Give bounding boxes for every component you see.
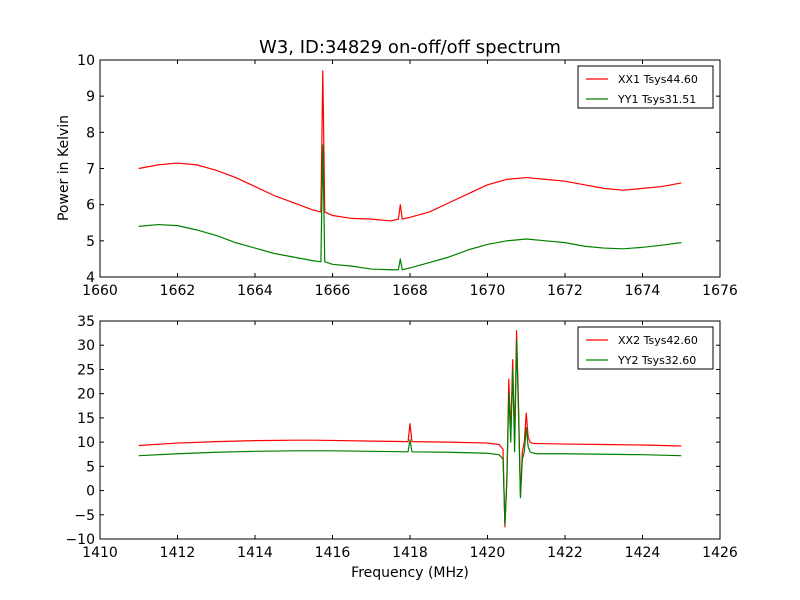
y-axis-label: Power in Kelvin bbox=[56, 115, 72, 221]
legend-label: XX2 Tsys42.60 bbox=[618, 334, 698, 347]
y-tick-label: 10 bbox=[77, 53, 95, 69]
chart-title: W3, ID:34829 on-off/off spectrum bbox=[259, 37, 561, 58]
x-tick-label: 1668 bbox=[392, 283, 428, 299]
y-tick-label: 35 bbox=[77, 314, 95, 330]
legend-label: XX1 Tsys44.60 bbox=[618, 73, 698, 86]
y-tick-label: −5 bbox=[74, 508, 95, 524]
y-tick-label: 8 bbox=[86, 125, 95, 141]
x-tick-label: 1664 bbox=[237, 283, 273, 299]
y-tick-label: 4 bbox=[86, 270, 95, 286]
y-tick-label: 20 bbox=[77, 387, 95, 403]
legend: XX2 Tsys42.60 YY2 Tsys32.60 bbox=[577, 326, 714, 370]
series-line-yy1 bbox=[138, 144, 682, 271]
x-axis-label: Frequency (MHz) bbox=[351, 565, 469, 581]
legend-box bbox=[577, 326, 714, 370]
x-tick-label: 1424 bbox=[625, 545, 661, 561]
x-tick-label: 1412 bbox=[160, 545, 196, 561]
y-tick-label: 5 bbox=[86, 459, 95, 475]
y-tick-label: 15 bbox=[77, 411, 95, 427]
x-tick-label: 1676 bbox=[702, 283, 738, 299]
series-line-yy2 bbox=[138, 339, 682, 526]
x-tick-label: 1670 bbox=[470, 283, 506, 299]
x-tick-label: 1420 bbox=[470, 545, 506, 561]
x-tick-label: 1674 bbox=[625, 283, 661, 299]
bottom-panel: 1410 1412 1414 1416 1418 1420 1422 1424 1426 −10 −… bbox=[65, 314, 737, 561]
x-tick-label: 1660 bbox=[82, 283, 118, 299]
x-tick-label: 1422 bbox=[547, 545, 583, 561]
y-tick-label: 25 bbox=[77, 362, 95, 378]
y-tick-label: 10 bbox=[77, 435, 95, 451]
x-tick-label: 1662 bbox=[160, 283, 196, 299]
top-panel: 1660 1662 1664 1666 1668 1670 1672 1674 1676 4 5 6 7… bbox=[77, 53, 738, 299]
x-tick-label: 1666 bbox=[315, 283, 351, 299]
legend: XX1 Tsys44.60 YY1 Tsys31.51 bbox=[577, 65, 714, 109]
y-tick-label: 0 bbox=[86, 484, 95, 500]
y-tick-label: 30 bbox=[77, 338, 95, 354]
y-tick-label: 5 bbox=[86, 234, 95, 250]
legend-box bbox=[577, 65, 714, 109]
y-tick-label: 6 bbox=[86, 198, 95, 214]
series-line-xx1 bbox=[138, 70, 682, 222]
x-tick-label: 1416 bbox=[315, 545, 351, 561]
y-tick-label: 7 bbox=[86, 162, 95, 178]
x-tick-label: 1410 bbox=[82, 545, 118, 561]
x-tick-label: 1414 bbox=[237, 545, 273, 561]
y-tick-label: 9 bbox=[86, 89, 95, 105]
x-tick-label: 1418 bbox=[392, 545, 428, 561]
x-tick-label: 1672 bbox=[547, 283, 583, 299]
x-tick-label: 1426 bbox=[702, 545, 738, 561]
legend-label: YY1 Tsys31.51 bbox=[617, 93, 696, 106]
y-tick-label: −10 bbox=[65, 532, 95, 548]
legend-label: YY2 Tsys32.60 bbox=[617, 354, 696, 367]
